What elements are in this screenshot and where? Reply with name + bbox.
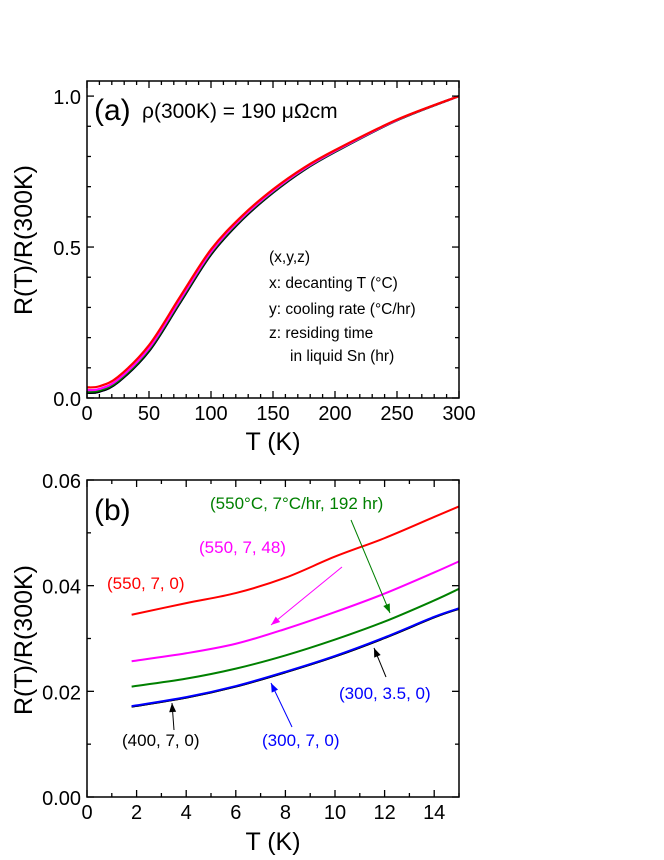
panel-a-xlabel: T (K)	[245, 428, 300, 456]
panel-b: 0 2 4 6 8 10 12 14 0.00 0.02 0.04 0.06 (b) (550°C, …	[10, 471, 460, 856]
series-label-red: (550, 7, 0)	[107, 574, 185, 593]
x-tick-label: 200	[318, 403, 351, 425]
y-tick-label: 0.02	[42, 682, 81, 704]
arrow-magenta	[270, 566, 343, 626]
x-tick-label: 250	[380, 403, 413, 425]
series-line--550-7-48-	[131, 560, 460, 663]
series-line--550-C-7-C-hr-192-hr-	[131, 587, 460, 688]
y-tick-label: 1.0	[53, 87, 81, 109]
y-tick-label: 0.00	[42, 788, 81, 810]
x-tick-label: 0	[81, 802, 92, 824]
x-tick-label: 4	[181, 802, 192, 824]
panel-b-ylabel: R(T)/R(300K)	[10, 565, 38, 715]
x-tick-label: 100	[194, 403, 227, 425]
panel-a-frame	[86, 80, 460, 399]
series-line--550-7-0-	[131, 505, 460, 616]
panel-b-arrows	[169, 519, 391, 731]
series-label-300-7-0: (300, 7, 0)	[262, 731, 340, 750]
y-tick-label: 0.5	[53, 238, 81, 260]
series-line-2	[86, 95, 460, 393]
panel-a-resistivity-annotation: ρ(300K) = 190 μΩcm	[142, 100, 338, 123]
series-line-4	[86, 95, 460, 389]
x-tick-label: 0	[81, 403, 92, 425]
panel-b-label: (b)	[94, 494, 131, 527]
legend-note-line: z: residing time	[269, 325, 373, 342]
series-line-1	[86, 95, 460, 394]
x-tick-label: 10	[324, 802, 346, 824]
y-tick-label: 0.04	[42, 577, 81, 599]
series-line-3	[86, 95, 460, 392]
arrow-300-3.5-0	[373, 647, 387, 678]
y-tick-label: 0.06	[42, 471, 81, 493]
series-line-0	[86, 95, 460, 394]
series-line--300-7-0-	[131, 607, 460, 708]
series-label-magenta: (550, 7, 48)	[199, 538, 286, 557]
panel-a: 0 50 100 150 200 250 300 0.0 0.5 1.0 (a) ρ(300K) …	[10, 80, 476, 456]
panel-b-curves	[131, 505, 460, 708]
x-tick-label: 2	[131, 802, 142, 824]
y-tick-label: 0.0	[53, 389, 81, 411]
legend-note-line: y: cooling rate (°C/hr)	[269, 301, 416, 318]
panel-b-ticks: 0 2 4 6 8 10 12 14 0.00 0.02 0.04 0.06	[42, 471, 460, 824]
panel-a-ylabel: R(T)/R(300K)	[10, 165, 38, 315]
panel-a-curves	[86, 95, 460, 394]
arrow-300-7-0	[270, 682, 293, 728]
arrow-400-7-0	[169, 702, 177, 731]
x-tick-label: 14	[423, 802, 445, 824]
legend-note-line: (x,y,z)	[269, 249, 310, 266]
panel-b-xlabel: T (K)	[245, 828, 300, 856]
legend-note-line: x: decanting T (°C)	[269, 275, 398, 292]
arrow-green	[350, 519, 391, 614]
x-tick-label: 6	[230, 802, 241, 824]
panel-a-ticks: 0 50 100 150 200 250 300 0.0 0.5 1.0	[53, 81, 476, 425]
legend-note-line: in liquid Sn (hr)	[290, 348, 394, 365]
x-tick-label: 50	[138, 403, 160, 425]
series-label-400-7-0: (400, 7, 0)	[122, 731, 200, 750]
x-tick-label: 300	[442, 403, 475, 425]
x-tick-label: 12	[373, 802, 395, 824]
panel-b-frame	[86, 479, 460, 798]
series-label-300-3.5-0: (300, 3.5, 0)	[339, 684, 431, 703]
x-tick-label: 8	[280, 802, 291, 824]
x-tick-label: 150	[256, 403, 289, 425]
series-label-green: (550°C, 7°C/hr, 192 hr)	[210, 494, 383, 513]
panel-a-label: (a)	[94, 94, 131, 127]
